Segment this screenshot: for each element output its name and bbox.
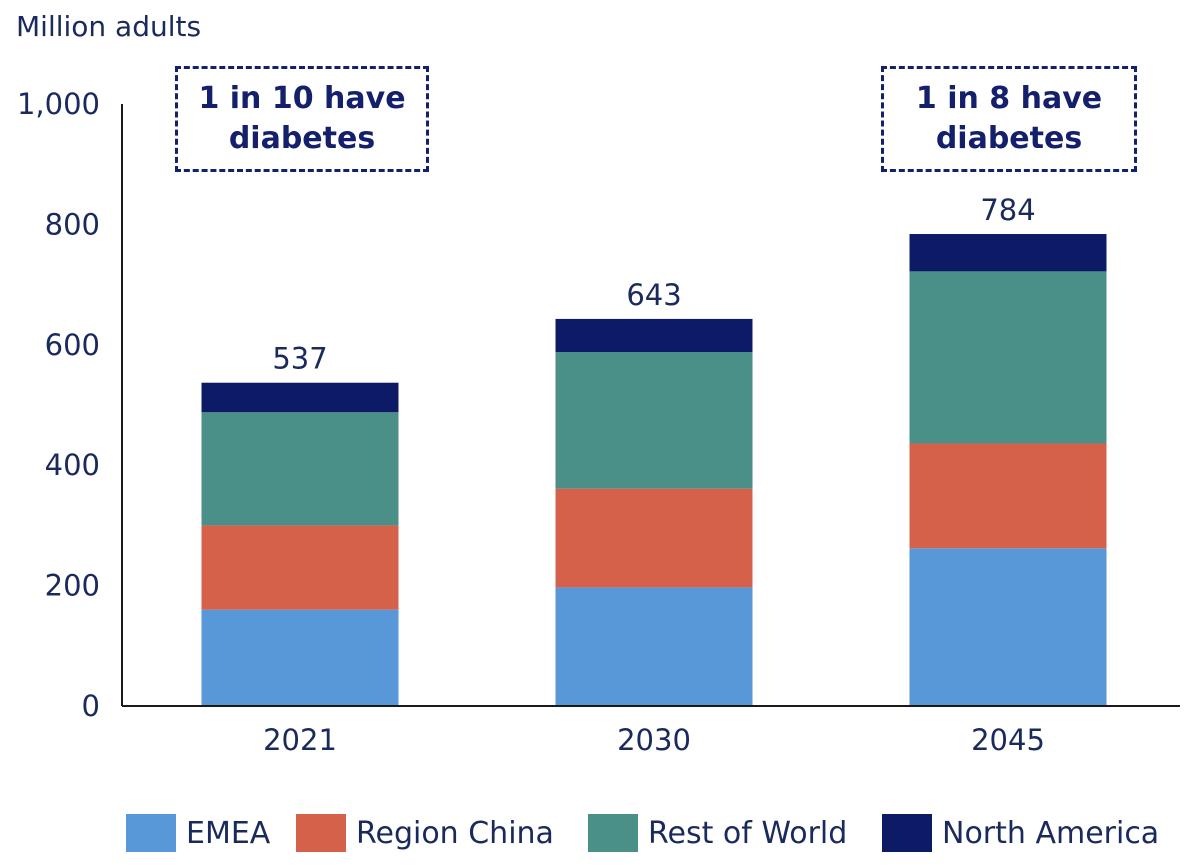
bar-segment-region-china-2030 (555, 488, 753, 588)
bar-segment-emea-2045 (909, 548, 1107, 706)
y-tick-label: 0 (82, 689, 100, 723)
bar-segment-region-china-2045 (909, 443, 1107, 549)
legend: EMEA Region China Rest of World North Am… (0, 808, 1202, 858)
callout-2021-line2: diabetes (228, 121, 376, 156)
legend-item-north-america: North America (882, 808, 1159, 858)
bar-segment-rest-of-world-2045 (909, 271, 1107, 444)
bar-segment-emea-2030 (555, 587, 753, 706)
bar-segment-rest-of-world-2021 (201, 412, 399, 526)
x-tick-labels: 2021 2030 2045 (263, 723, 1045, 757)
legend-label-region-china: Region China (356, 815, 554, 851)
callout-2021: 1 in 10 have diabetes (175, 66, 429, 172)
callout-2045: 1 in 8 have diabetes (881, 66, 1137, 172)
callout-2021-line1: 1 in 10 have (198, 81, 406, 116)
legend-item-emea: EMEA (126, 808, 270, 858)
bar-segment-north-america-2030 (555, 318, 753, 353)
y-tick-label: 800 (45, 207, 100, 241)
legend-item-rest-of-world: Rest of World (588, 808, 847, 858)
legend-swatch-emea (126, 814, 176, 852)
legend-swatch-region-china (296, 814, 346, 852)
bar-segment-emea-2021 (201, 609, 399, 706)
y-tick-labels: 0 200 400 600 800 1,000 (17, 87, 100, 723)
x-tick-label-2045: 2045 (971, 723, 1045, 757)
bar-stacks (201, 234, 1107, 706)
total-label-2021: 537 (272, 342, 327, 376)
bar-segment-north-america-2021 (201, 382, 399, 413)
callout-2045-line1: 1 in 8 have (915, 81, 1103, 116)
legend-label-emea: EMEA (186, 815, 271, 851)
legend-label-rest-of-world: Rest of World (648, 815, 848, 851)
y-tick-label: 600 (45, 328, 100, 362)
x-tick-label-2030: 2030 (617, 723, 691, 757)
y-tick-label: 200 (45, 569, 100, 603)
callout-2045-line2: diabetes (935, 121, 1083, 156)
y-tick-label: 1,000 (17, 87, 100, 121)
y-tick-label: 400 (45, 448, 100, 482)
legend-swatch-rest-of-world (588, 814, 638, 852)
total-label-2045: 784 (980, 193, 1035, 227)
total-labels: 537 643 784 (272, 193, 1035, 376)
bar-segment-rest-of-world-2030 (555, 352, 753, 489)
bar-segment-north-america-2045 (909, 234, 1107, 272)
stacked-bar-chart: 0 200 400 600 800 1,000 537 643 784 2021 2030 204… (17, 87, 1180, 757)
x-tick-label-2021: 2021 (263, 723, 337, 757)
legend-swatch-north-america (882, 814, 932, 852)
legend-label-north-america: North America (942, 815, 1160, 851)
bar-segment-region-china-2021 (201, 525, 399, 610)
legend-item-region-china: Region China (296, 808, 554, 858)
total-label-2030: 643 (626, 278, 681, 312)
y-axis-title: Million adults (16, 10, 202, 43)
